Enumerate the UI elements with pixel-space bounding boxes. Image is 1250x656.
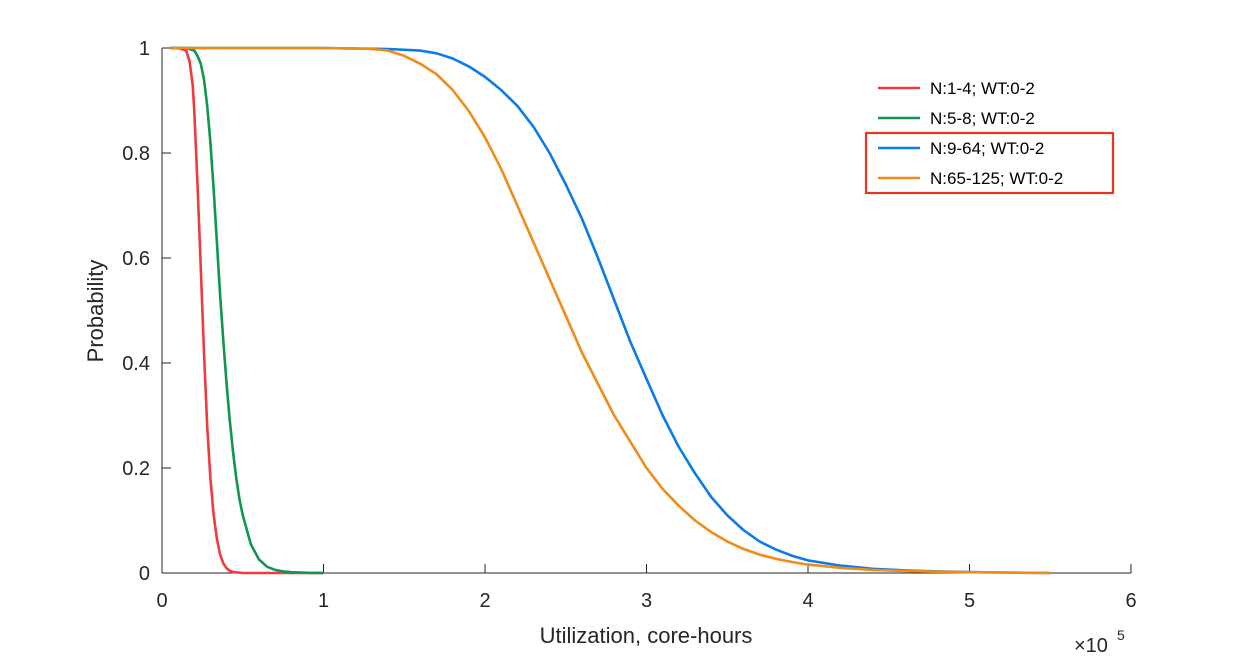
legend-item: N:65-125; WT:0-2	[878, 169, 1063, 188]
series-line-2	[170, 46, 324, 575]
x-tick-label: 5	[964, 590, 975, 612]
y-tick-label: 0.4	[122, 353, 150, 375]
x-tick-label: 2	[479, 590, 490, 612]
legend-label: N:5-8; WT:0-2	[930, 109, 1035, 128]
legend-item: N:1-4; WT:0-2	[878, 79, 1035, 98]
y-ticks: 0 0.2 0.4 0.6 0.8 1	[122, 38, 171, 585]
y-tick-label: 0	[139, 563, 150, 585]
legend-highlight-box	[864, 131, 1115, 195]
y-tick-label: 0.8	[122, 143, 150, 165]
x-exponent-base: ×10	[1074, 635, 1108, 656]
legend-item: N:9-64; WT:0-2	[878, 139, 1044, 158]
x-exponent-power: 5	[1117, 627, 1125, 643]
x-tick-label: 3	[641, 590, 652, 612]
series-line-1	[170, 46, 324, 575]
y-tick-label: 0.2	[122, 458, 150, 480]
y-tick-label: 0.6	[122, 248, 150, 270]
legend: N:1-4; WT:0-2 N:5-8; WT:0-2 N:9-64; WT:0-2…	[864, 79, 1115, 195]
legend-label: N:1-4; WT:0-2	[930, 79, 1035, 98]
legend-label: N:65-125; WT:0-2	[930, 169, 1063, 188]
legend-label: N:9-64; WT:0-2	[930, 139, 1044, 158]
series-line-4	[170, 46, 1051, 575]
x-tick-label: 0	[156, 590, 167, 612]
series-line-3	[170, 46, 1051, 575]
x-tick-label: 4	[802, 590, 813, 612]
x-axis-title: Utilization, core-hours	[540, 623, 753, 648]
x-tick-label: 6	[1125, 590, 1136, 612]
x-tick-label: 1	[318, 590, 329, 612]
series-lines	[170, 46, 1051, 575]
legend-item: N:5-8; WT:0-2	[878, 109, 1035, 128]
x-exponent-label: ×10 5	[1074, 627, 1125, 656]
y-axis-title: Probability	[83, 260, 108, 363]
y-tick-label: 1	[139, 38, 150, 60]
